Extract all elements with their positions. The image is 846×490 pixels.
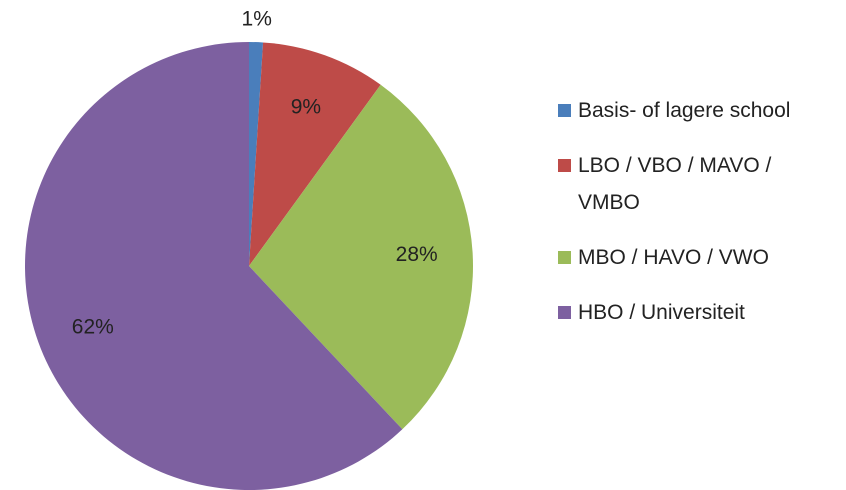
legend-label: MBO / HAVO / VWO (578, 246, 769, 269)
data-label: 1% (242, 8, 272, 31)
legend-swatch (558, 306, 571, 319)
legend-swatch (558, 251, 571, 264)
data-label: 28% (396, 243, 438, 266)
pie-slice (25, 42, 403, 490)
pie-slice (249, 42, 264, 266)
legend-item: HBO / Universiteit (558, 294, 838, 331)
legend: Basis- of lagere school LBO / VBO / MAVO … (558, 92, 838, 349)
data-label: 9% (291, 95, 321, 118)
legend-label: Basis- of lagere school (578, 99, 791, 122)
pie-slice (249, 42, 381, 266)
legend-item: LBO / VBO / MAVO / VMBO (558, 147, 838, 221)
legend-item: Basis- of lagere school (558, 92, 838, 129)
legend-swatch (558, 159, 571, 172)
legend-swatch (558, 104, 571, 117)
legend-label: HBO / Universiteit (578, 301, 745, 324)
pie-slice (249, 84, 474, 430)
legend-label: LBO / VBO / MAVO / VMBO (578, 154, 772, 214)
legend-item: MBO / HAVO / VWO (558, 239, 838, 276)
data-label: 62% (72, 315, 114, 338)
